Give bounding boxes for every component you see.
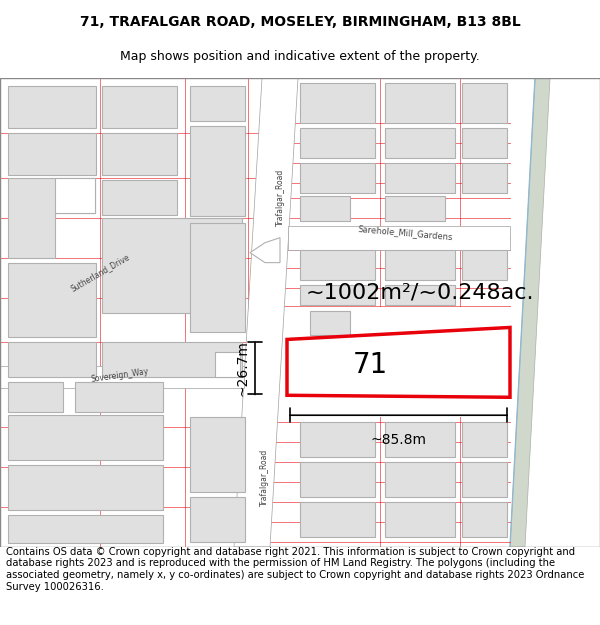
Bar (462, 249, 507, 279)
Bar (462, 128, 507, 158)
Bar (8, 133, 96, 175)
Text: ~26.7m: ~26.7m (236, 341, 250, 396)
Bar (462, 83, 507, 123)
Bar (289, 226, 510, 249)
Bar (462, 422, 507, 457)
Polygon shape (234, 78, 298, 547)
Polygon shape (250, 238, 280, 262)
Bar (300, 128, 375, 158)
Bar (300, 249, 375, 279)
Bar (385, 422, 455, 457)
Polygon shape (287, 328, 510, 398)
Bar (215, 352, 240, 377)
Bar (102, 180, 177, 215)
Bar (385, 128, 455, 158)
Text: Trafalgar_Road: Trafalgar_Road (260, 448, 269, 506)
Bar (300, 462, 375, 497)
Text: ~1002m²/~0.248ac.: ~1002m²/~0.248ac. (306, 282, 534, 302)
Bar (8, 515, 163, 543)
Bar (190, 418, 245, 492)
Bar (190, 497, 245, 542)
Polygon shape (8, 178, 95, 258)
Polygon shape (510, 78, 550, 547)
Text: 71: 71 (352, 351, 388, 379)
Bar (385, 502, 455, 537)
Bar (300, 83, 375, 123)
Bar (462, 462, 507, 497)
Bar (190, 86, 245, 121)
Bar (190, 126, 245, 216)
Text: Map shows position and indicative extent of the property.: Map shows position and indicative extent… (120, 50, 480, 62)
Bar (385, 284, 455, 304)
Bar (190, 222, 245, 332)
Bar (8, 86, 96, 128)
Bar (385, 196, 445, 221)
Text: Sutherland_Drive: Sutherland_Drive (69, 252, 131, 293)
Text: Sovereign_Way: Sovereign_Way (91, 367, 149, 384)
Text: 71, TRAFALGAR ROAD, MOSELEY, BIRMINGHAM, B13 8BL: 71, TRAFALGAR ROAD, MOSELEY, BIRMINGHAM,… (80, 15, 520, 29)
Bar (8, 382, 63, 412)
Bar (0, 366, 244, 388)
Bar (462, 163, 507, 193)
Text: Sarehole_Mill_Gardens: Sarehole_Mill_Gardens (357, 224, 453, 241)
Bar (8, 262, 96, 338)
Text: ~85.8m: ~85.8m (371, 433, 427, 447)
Bar (102, 342, 242, 377)
Text: Trafalgar_Road: Trafalgar_Road (276, 169, 285, 226)
Bar (385, 249, 455, 279)
Bar (300, 284, 375, 304)
Bar (102, 217, 242, 312)
Bar (102, 86, 177, 128)
Bar (300, 502, 375, 537)
Bar (310, 311, 350, 336)
Bar (385, 163, 455, 193)
Text: Contains OS data © Crown copyright and database right 2021. This information is : Contains OS data © Crown copyright and d… (6, 547, 584, 592)
Bar (385, 462, 455, 497)
Bar (8, 465, 163, 510)
Bar (102, 133, 177, 175)
Bar (75, 382, 163, 412)
Bar (8, 342, 96, 377)
Bar (300, 196, 350, 221)
Bar (8, 415, 163, 460)
Bar (55, 178, 95, 212)
Bar (300, 163, 375, 193)
Bar (462, 502, 507, 537)
Bar (300, 422, 375, 457)
Bar (385, 83, 455, 123)
